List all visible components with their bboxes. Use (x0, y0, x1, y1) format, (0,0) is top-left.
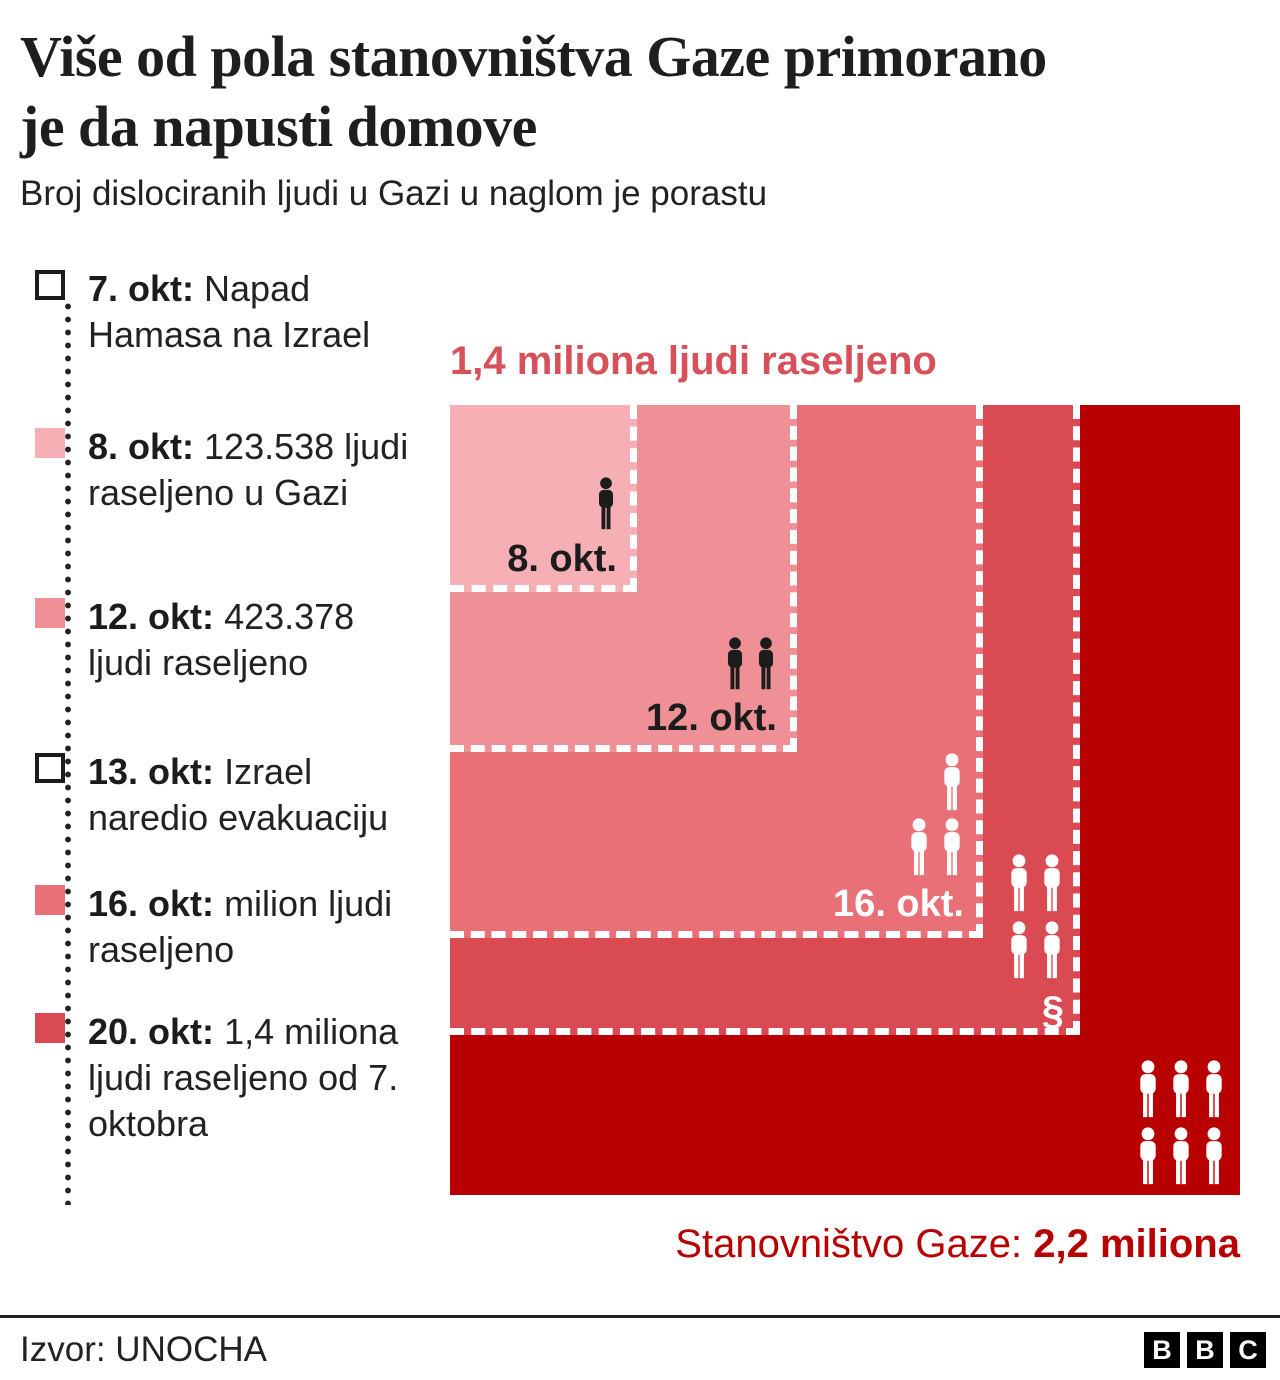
caption-value: 2,2 miliona (1033, 1222, 1240, 1266)
person-icon (758, 637, 774, 690)
bbc-logo-block: C (1230, 1332, 1266, 1368)
timeline-item-8-okt: 8. okt: 123.538 ljudi raseljeno u Gazi (20, 424, 440, 516)
bbc-logo: B B C (1144, 1332, 1266, 1368)
person-icon-row (1007, 854, 1064, 912)
group-8-okt: 8. okt. (450, 477, 617, 580)
timeline-text: 16. okt: milion ljudi raseljeno (88, 881, 428, 973)
timeline-date: 12. okt: (88, 596, 215, 637)
bbc-logo-block: B (1144, 1332, 1180, 1368)
group-population (1134, 1060, 1226, 1185)
timeline-item-16-okt: 16. okt: milion ljudi raseljeno (20, 881, 440, 973)
timeline-item-12-okt: 12. okt: 423.378 ljudi raseljeno (20, 594, 440, 686)
person-icon (944, 818, 960, 876)
timeline-text: 12. okt: 423.378 ljudi raseljeno (88, 594, 428, 686)
timeline-event: 1,4 miliona ljudi raseljeno od 7. oktobr… (88, 1011, 399, 1144)
timeline-date: 7. okt: (88, 268, 195, 309)
source-label: Izvor: UNOCHA (20, 1330, 267, 1369)
person-icon (727, 637, 743, 690)
timeline-marker-outline (35, 270, 65, 300)
group-20-okt: § (1006, 854, 1064, 1034)
person-icon-row (724, 637, 777, 690)
caption-prefix: Stanovništvo Gaze: (675, 1222, 1034, 1266)
person-icon-row (1007, 921, 1064, 979)
timeline-item-20-okt: 20. okt: 1,4 miliona ljudi raseljeno od … (20, 1009, 440, 1147)
person-icon (1011, 854, 1027, 912)
title-line-1: Više od pola stanovništva Gaze primorano (20, 24, 1047, 89)
timeline-date: 13. okt: (88, 751, 215, 792)
square-label-16-okt: 16. okt. (833, 883, 964, 925)
person-icon-row (1136, 1060, 1226, 1118)
person-icon (598, 477, 614, 530)
chart-caption: Stanovništvo Gaze: 2,2 miliona (450, 1220, 1240, 1268)
timeline-event: Napad Hamasa na Izrael (88, 268, 371, 355)
timeline: 7. okt: Napad Hamasa na Izrael 8. okt: 1… (20, 260, 440, 1220)
chart-annotation: 1,4 miliona ljudi raseljeno (450, 339, 937, 383)
timeline-event: 423.378 ljudi raseljeno (88, 596, 355, 683)
group-12-okt: 12. okt. (450, 637, 777, 739)
timeline-text: 13. okt: Izrael naredio evakuaciju (88, 749, 428, 841)
person-icon (1206, 1060, 1222, 1118)
subtitle: Broj dislociranih ljudi u Gazi u naglom … (20, 174, 768, 213)
person-icon (1044, 921, 1060, 979)
person-icon (1206, 1127, 1222, 1185)
timeline-marker-filled (35, 428, 65, 458)
timeline-text: 20. okt: 1,4 miliona ljudi raseljeno od … (88, 1009, 428, 1147)
page-title: Više od pola stanovništva Gaze primorano… (20, 22, 1240, 162)
person-icon (911, 818, 927, 876)
timeline-item-13-okt: 13. okt: Izrael naredio evakuaciju (20, 749, 440, 841)
square-label-12-okt: 12. okt. (646, 697, 777, 739)
footer-divider (0, 1315, 1280, 1318)
timeline-date: 16. okt: (88, 883, 215, 924)
timeline-date: 8. okt: (88, 426, 195, 467)
person-icon (1173, 1060, 1189, 1118)
timeline-marker-filled (35, 885, 65, 915)
person-icon (1140, 1127, 1156, 1185)
timeline-text: 7. okt: Napad Hamasa na Izrael (88, 266, 428, 358)
timeline-event: 123.538 ljudi raseljeno u Gazi (88, 426, 409, 513)
group-16-okt: 16. okt. (450, 753, 964, 925)
timeline-text: 8. okt: 123.538 ljudi raseljeno u Gazi (88, 424, 428, 516)
person-icon (1011, 921, 1027, 979)
timeline-event: milion ljudi raseljeno (88, 883, 393, 970)
timeline-marker-filled (35, 1013, 65, 1043)
person-icon (1044, 854, 1060, 912)
bbc-logo-block: B (1187, 1332, 1223, 1368)
person-icon (1140, 1060, 1156, 1118)
timeline-marker-outline (35, 753, 65, 783)
title-line-2: je da napusti domove (20, 94, 537, 159)
timeline-item-7-okt: 7. okt: Napad Hamasa na Izrael (20, 266, 440, 358)
timeline-marker-filled (35, 598, 65, 628)
timeline-date: 20. okt: (88, 1011, 215, 1052)
square-label-8-okt: 8. okt. (507, 538, 617, 580)
square-label-20-okt: § (1041, 989, 1064, 1033)
person-icon (1173, 1127, 1189, 1185)
timeline-event: Izrael naredio evakuaciju (88, 751, 389, 838)
nested-square-chart: 8. okt. 12. okt. 16. okt. (450, 405, 1240, 1195)
person-icon-row (907, 818, 964, 876)
person-icon (944, 753, 960, 811)
person-icon-row (1136, 1127, 1226, 1185)
timeline-connector-dots (64, 300, 72, 1205)
